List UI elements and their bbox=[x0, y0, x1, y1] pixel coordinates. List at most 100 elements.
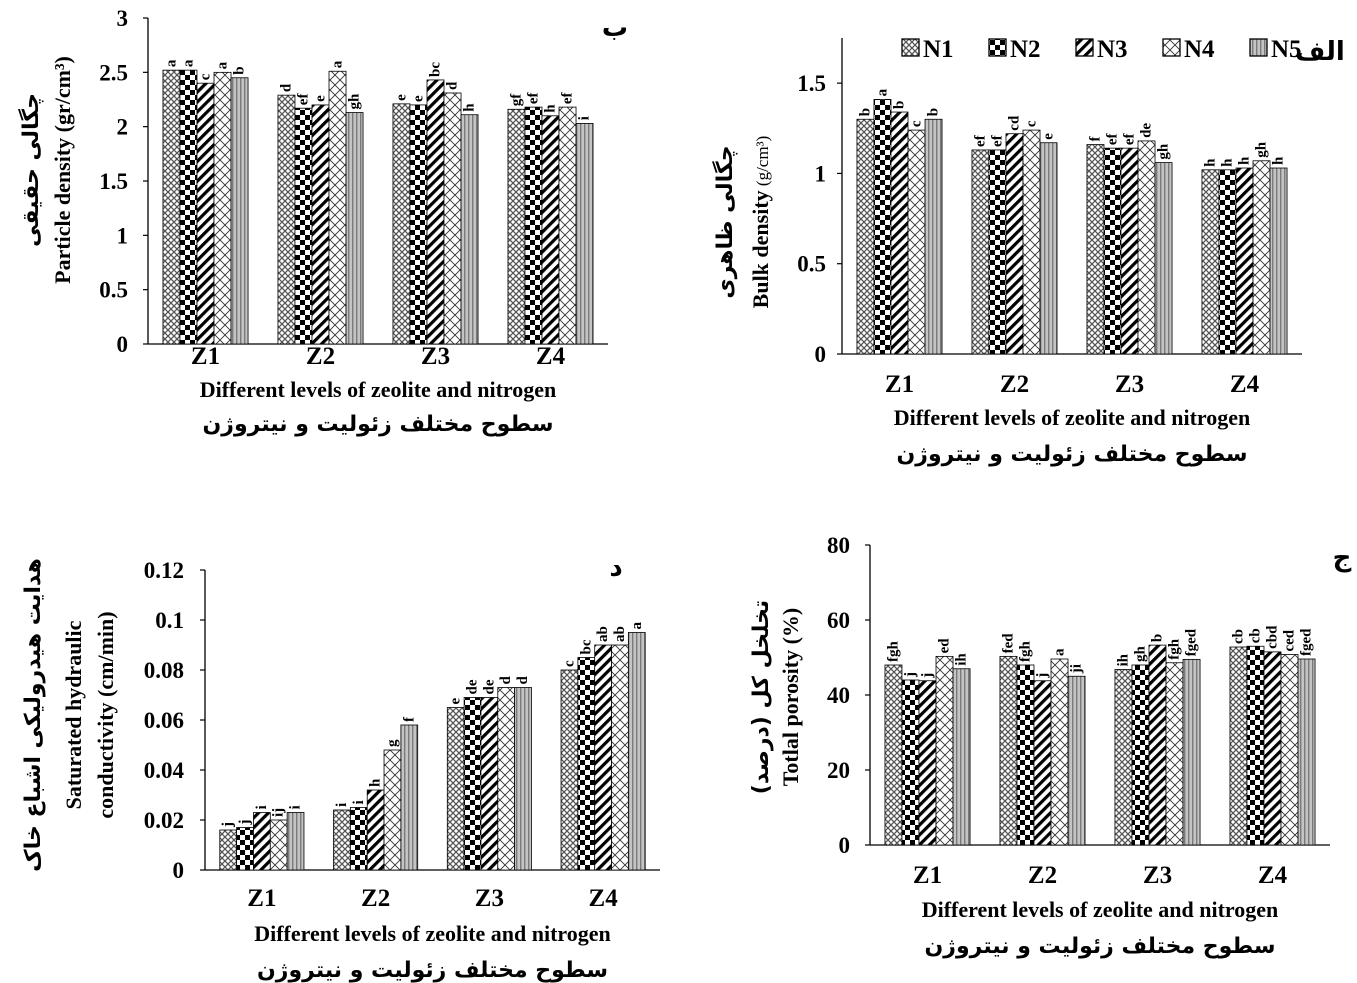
data-label: cd bbox=[1007, 115, 1023, 131]
bar-z1-n3 bbox=[196, 82, 215, 345]
panel-label: ب bbox=[602, 13, 628, 43]
bar-z2-n4 bbox=[328, 70, 347, 345]
x-tick-label: Z4 bbox=[536, 343, 566, 370]
bar-z1-n5 bbox=[924, 118, 943, 355]
legend-swatch-n4 bbox=[1162, 38, 1181, 57]
data-label: b bbox=[857, 108, 873, 116]
data-label: g bbox=[384, 739, 400, 747]
x-tick-label: Z2 bbox=[306, 343, 335, 370]
data-label: b bbox=[892, 101, 908, 109]
data-label: gh bbox=[1132, 646, 1148, 663]
data-label: h bbox=[1237, 156, 1253, 165]
bar-z4-n4 bbox=[1280, 654, 1299, 846]
bar-z4-n2 bbox=[577, 657, 596, 871]
bar-z3-n5 bbox=[514, 687, 532, 871]
bar-z2-n5 bbox=[1067, 675, 1086, 846]
data-label: bc bbox=[428, 62, 444, 77]
bar-z1-n2 bbox=[901, 679, 920, 846]
bar-z2-n4 bbox=[1022, 129, 1041, 355]
data-label: ed bbox=[937, 638, 953, 654]
data-label: a bbox=[163, 59, 179, 67]
legend-swatch-n2 bbox=[988, 38, 1007, 57]
y-axis-label: Totlal porosity (%) bbox=[778, 608, 803, 786]
bar-z4-n3 bbox=[541, 115, 560, 345]
y-tick-label: 60 bbox=[827, 608, 850, 633]
data-label: cb bbox=[1230, 629, 1246, 644]
data-label: ji bbox=[1069, 664, 1085, 674]
x-tick-label: Z2 bbox=[1000, 371, 1029, 398]
bar-z4-n5 bbox=[1297, 658, 1316, 846]
data-label: i bbox=[254, 805, 270, 809]
data-label: h bbox=[543, 104, 559, 113]
data-label: j bbox=[920, 673, 936, 679]
bar-z2-n5 bbox=[345, 112, 364, 345]
x-tick-label: Z2 bbox=[1028, 862, 1057, 889]
data-label: a bbox=[215, 61, 231, 69]
data-label: a bbox=[629, 622, 645, 630]
y-tick-label: 80 bbox=[827, 533, 850, 558]
bar-z1-n5 bbox=[230, 77, 249, 345]
legend-label-n2: N2 bbox=[1010, 36, 1041, 63]
data-label: d bbox=[445, 81, 461, 90]
data-label: i bbox=[577, 116, 593, 120]
bar-z2-n2 bbox=[349, 807, 368, 871]
bar-z1-n2 bbox=[236, 827, 254, 871]
bar-z4-n2 bbox=[1246, 645, 1265, 846]
bar-z2-n1 bbox=[971, 149, 990, 355]
data-label: e bbox=[1041, 133, 1057, 140]
data-label: j bbox=[220, 822, 236, 828]
data-label: ih bbox=[954, 653, 970, 666]
bar-z2-n2 bbox=[294, 107, 313, 345]
bar-z2-n5 bbox=[400, 724, 419, 871]
y-tick-label: 0.04 bbox=[144, 758, 185, 783]
bar-z4-n1 bbox=[1201, 169, 1220, 355]
bar-z3-n3 bbox=[1148, 644, 1167, 846]
bar-z2-n1 bbox=[999, 655, 1018, 846]
bar-z1-n5 bbox=[952, 668, 971, 846]
y-axis-label-fa: هدایت هیدرولیکی اشباع خاک bbox=[21, 558, 46, 872]
x-tick-label: Z1 bbox=[247, 885, 276, 912]
y-tick-label: 2.5 bbox=[99, 60, 128, 85]
y-axis-label-line2: conductivity (cm/min) bbox=[93, 611, 118, 818]
x-tick-label: Z3 bbox=[1143, 862, 1172, 889]
y-tick-label: 1.5 bbox=[99, 169, 128, 194]
bar-z4-n2 bbox=[1218, 169, 1237, 355]
x-tick-label: Z3 bbox=[475, 885, 504, 912]
data-label: a bbox=[1052, 648, 1068, 656]
data-label: fgh bbox=[1017, 641, 1033, 662]
y-axis-label-fa: چگالی ظاهری bbox=[711, 145, 738, 298]
data-label: d bbox=[498, 676, 514, 685]
bar-z4-n5 bbox=[575, 123, 594, 345]
data-label: h bbox=[368, 778, 384, 787]
y-tick-label: 0 bbox=[173, 858, 185, 883]
bar-z3-n3 bbox=[1120, 147, 1139, 355]
data-label: i bbox=[351, 800, 367, 804]
panel-label: ج bbox=[1333, 543, 1352, 573]
bar-z3-n4 bbox=[443, 92, 462, 345]
bar-z2-n4 bbox=[1050, 658, 1069, 846]
data-label: gf bbox=[508, 93, 524, 107]
data-label: c bbox=[1024, 120, 1040, 127]
data-label: ab bbox=[612, 626, 628, 642]
bar-z1-n4 bbox=[269, 819, 288, 871]
bar-z2-n5 bbox=[1039, 142, 1058, 355]
bar-z3-n4 bbox=[1165, 662, 1184, 846]
y-axis-label-fa: تخلخل کل (درصد) bbox=[749, 600, 774, 794]
bar-z1-n4 bbox=[213, 71, 232, 345]
data-label: ef bbox=[972, 134, 988, 147]
data-label: ced bbox=[1282, 629, 1298, 651]
bar-z3-n2 bbox=[409, 104, 428, 345]
legend: N1 N2 N3 N4 N5 bbox=[901, 36, 1302, 63]
x-tick-label: Z1 bbox=[191, 343, 220, 370]
data-label: cbd bbox=[1265, 625, 1281, 649]
bar-z4-n2 bbox=[524, 106, 543, 345]
bar-z3-n5 bbox=[1182, 658, 1201, 846]
y-tick-label: 3 bbox=[117, 6, 129, 31]
legend-swatch-n3 bbox=[1075, 38, 1094, 57]
y-axis-label: Particle density (gr/cm³) bbox=[50, 56, 75, 284]
x-tick-label: Z4 bbox=[1258, 862, 1288, 889]
bar-z4-n4 bbox=[558, 106, 577, 345]
bar-z4-n1 bbox=[507, 108, 526, 345]
